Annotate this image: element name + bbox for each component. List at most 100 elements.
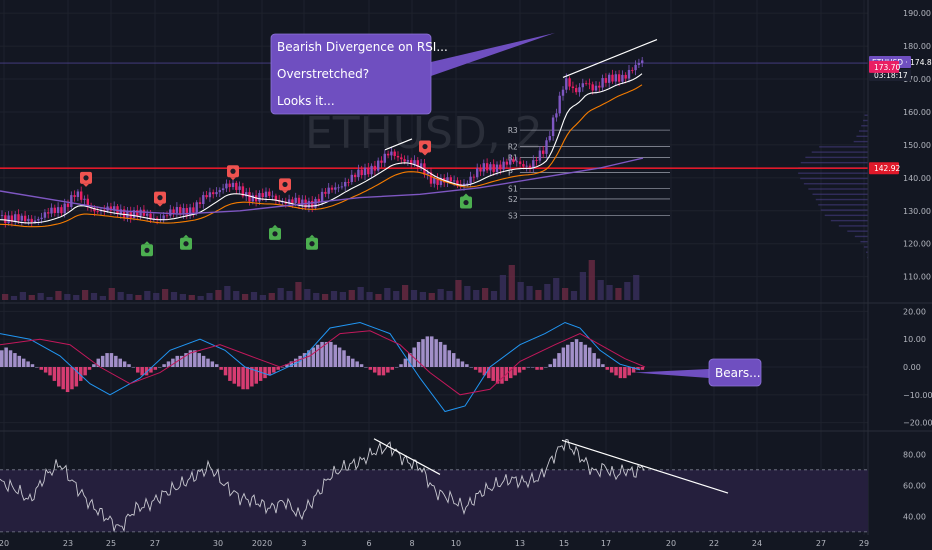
price-axis[interactable]: 110.00 120.00 130.00 140.00 150.00 160.00 170.…	[903, 9, 931, 281]
candle-body-bull	[594, 85, 598, 91]
candle-body-bull	[208, 192, 212, 198]
macd-bar-negative	[250, 367, 254, 387]
candle-body-bull	[238, 186, 241, 190]
volume-bar	[393, 291, 400, 300]
candle-body-bull	[225, 183, 228, 189]
candle-body-bull	[538, 150, 542, 161]
rsi-axis[interactable]: 80.00 60.00 40.00	[903, 450, 926, 521]
ema-fast-line	[0, 73, 643, 224]
volume-profile-row	[803, 183, 868, 185]
bull-signal-icon	[309, 241, 315, 247]
macd-bar-negative	[605, 367, 610, 370]
candle-body-bull	[515, 161, 518, 163]
candle-body-bull	[314, 198, 317, 208]
candle-body-bull	[70, 195, 73, 207]
horizontal-level-tag-text: 142.92	[874, 164, 900, 173]
time-tick-label: 27	[150, 539, 160, 548]
macd-bar-positive	[179, 355, 184, 367]
macd-axis[interactable]: 20.00 10.00 0.00 −10.00 −20.00	[903, 307, 932, 427]
candle-body-bear	[165, 215, 169, 217]
macd-bar-positive	[0, 350, 4, 367]
callout-bears[interactable]: Bears...	[634, 358, 762, 387]
time-axis[interactable]: 20 23 25 27 30 2020 3 6 8 10 13 15 17 20 22 24 27 29	[0, 539, 869, 548]
macd-panel[interactable]	[0, 321, 646, 413]
level-price-tag	[869, 60, 899, 73]
candle-body-bull	[334, 187, 337, 190]
macd-bar-negative	[640, 367, 645, 370]
macd-bar-positive	[394, 367, 399, 368]
macd-bar-negative	[276, 367, 280, 370]
rsi-divergence-line-2[interactable]	[561, 439, 729, 494]
macd-bar-negative	[495, 367, 500, 384]
candle-body-bear	[380, 160, 383, 163]
rsi-panel[interactable]	[0, 438, 868, 533]
macd-bar-negative	[473, 367, 478, 370]
candle-body-bear	[373, 165, 377, 171]
candle-body-bear	[611, 74, 614, 82]
bull-signal-icon	[463, 199, 469, 206]
macd-bar-positive	[166, 361, 171, 367]
macd-bar-positive	[285, 364, 289, 367]
volume-profile-row	[812, 193, 868, 195]
bull-signal-icon	[144, 247, 150, 253]
time-tick-label: 3	[301, 539, 306, 548]
candle-body-bear	[179, 207, 182, 215]
macd-bar-positive	[289, 361, 294, 367]
callout-line-2: Overstretched?	[277, 67, 369, 81]
candle-body-bull	[482, 163, 485, 172]
candle-body-bear	[53, 207, 56, 213]
candle-body-bull	[231, 182, 235, 188]
macd-bar-positive	[601, 364, 605, 367]
divergence-trendline[interactable]	[562, 38, 658, 78]
candle-body-bear	[268, 191, 271, 196]
macd-bar-positive	[469, 367, 473, 368]
candle-body-bear	[456, 180, 459, 185]
macd-bar-negative	[377, 367, 381, 376]
volume-bar	[73, 295, 80, 300]
time-tick-label: 23	[63, 539, 73, 548]
candle-body-bear	[155, 218, 159, 220]
candle-body-bull	[271, 195, 274, 197]
time-tick-label: 25	[106, 539, 116, 548]
candle-body-bull	[509, 159, 512, 165]
macd-tick-label: 0.00	[903, 363, 921, 372]
volume-profile-row	[800, 177, 868, 180]
candle-body-bull	[221, 188, 225, 191]
macd-bar-positive	[425, 336, 430, 367]
candle-body-bull	[637, 62, 641, 65]
macd-bar-negative	[381, 367, 386, 376]
volume-bar	[464, 286, 471, 300]
macd-bar-positive	[188, 350, 193, 367]
candle-body-bull	[320, 191, 324, 202]
candle-body-bear	[575, 88, 578, 93]
macd-bar-positive	[8, 350, 13, 367]
candle-body-bull	[281, 201, 284, 203]
bear-signal-icon	[83, 175, 89, 181]
trendline[interactable]	[384, 138, 413, 151]
callout-bearish-divergence[interactable]: Bearish Divergence on RSI... Overstretch…	[270, 32, 555, 115]
candle-body-bull	[469, 176, 472, 184]
volume-bar	[624, 282, 631, 300]
volume-bar	[10, 296, 18, 300]
candle-body-bull	[307, 200, 311, 208]
macd-bar-negative	[61, 367, 65, 390]
callout-pointer	[431, 32, 555, 76]
volume-bar	[242, 294, 249, 300]
time-tick-label: 8	[409, 539, 414, 548]
macd-bar-positive	[333, 344, 337, 367]
price-tick-label: 190.00	[903, 9, 931, 18]
macd-bar-positive	[583, 344, 588, 367]
candle-body-bull	[175, 207, 179, 213]
rsi-divergence-line-1[interactable]	[373, 438, 441, 475]
macd-bar-negative	[631, 367, 636, 373]
horizontal-level-tag	[869, 162, 899, 175]
macd-bar-negative	[140, 367, 144, 376]
candle-body-bear	[60, 207, 63, 214]
volume-bar	[526, 286, 533, 300]
macd-bar-negative	[263, 367, 267, 379]
macd-bar-negative	[508, 367, 513, 379]
candle-body-bull	[627, 69, 631, 79]
volume-bar	[437, 289, 444, 300]
macd-bar-positive	[26, 361, 30, 367]
